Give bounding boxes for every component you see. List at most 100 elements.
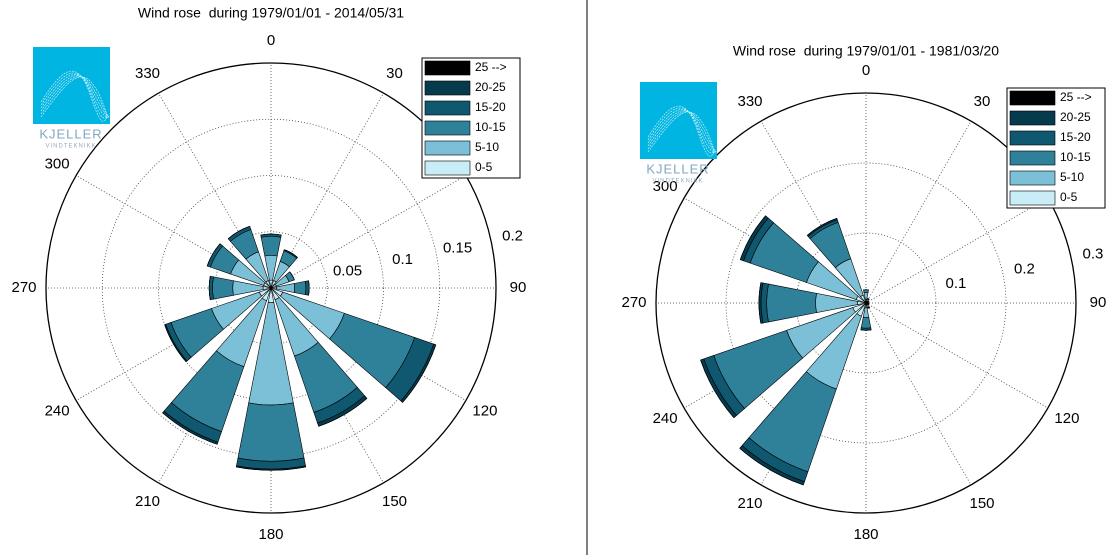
angle-label: 150	[969, 495, 994, 512]
wedge	[237, 402, 305, 462]
spoke	[760, 120, 867, 304]
logo-curve	[647, 111, 717, 153]
outer-circle	[45, 62, 497, 514]
angle-label: 240	[45, 402, 70, 419]
wedge	[206, 243, 221, 267]
legend-label: 5-10	[1060, 170, 1084, 184]
wedge	[236, 466, 306, 471]
wedge	[860, 317, 872, 329]
logo-curve	[647, 111, 717, 153]
spoke	[865, 302, 972, 486]
spoke	[270, 175, 467, 289]
wedge	[212, 276, 234, 300]
r-tick-label: 0.3	[1083, 246, 1104, 263]
angle-label: 150	[382, 493, 407, 510]
logo-square	[640, 82, 717, 159]
angle-label: 300	[45, 155, 70, 172]
legend-swatch	[1009, 90, 1056, 106]
r-tick-label: 0.05	[333, 263, 362, 280]
legend-label: 10-15	[1060, 150, 1091, 164]
logo-name: KJELLER	[646, 161, 709, 176]
angle-label: 120	[472, 402, 497, 419]
logo-curve	[40, 74, 110, 118]
r-tick-label: 0.1	[392, 251, 413, 268]
logo-curve	[40, 76, 110, 118]
r-tick-label: 0.2	[1014, 260, 1035, 277]
legend-label: 0-5	[475, 160, 493, 174]
angle-label: 330	[135, 65, 160, 82]
legend-label: 15-20	[1060, 130, 1091, 144]
chart-title: Wind rose during 1979/01/01 - 1981/03/20	[733, 43, 999, 59]
angle-label: 210	[737, 495, 762, 512]
legend-label: 0-5	[1060, 190, 1078, 204]
angle-label: 270	[621, 294, 646, 311]
spoke	[865, 197, 1049, 304]
angle-label: 270	[11, 279, 36, 296]
legend-box	[1006, 87, 1106, 209]
spoke	[865, 120, 972, 304]
wedge	[308, 280, 310, 296]
angle-label: 120	[1054, 410, 1079, 427]
legend-swatch	[1009, 190, 1056, 206]
legend-swatch	[424, 100, 471, 116]
angle-label: 30	[974, 93, 991, 110]
r-tick-label: 0.1	[946, 275, 967, 292]
logo-curve	[40, 72, 110, 119]
logo-curve	[647, 107, 717, 154]
ring	[214, 231, 328, 345]
wedge	[284, 249, 298, 258]
wedge	[807, 217, 837, 236]
logo-sub: VINDTEKNIKK	[652, 179, 703, 185]
logo-sub: VINDTEKNIKK	[45, 144, 96, 150]
legend-swatch	[424, 140, 471, 156]
angle-label: 90	[510, 279, 527, 296]
angle-label: 210	[135, 493, 160, 510]
angle-label: 300	[653, 178, 678, 195]
logo-curve	[40, 75, 110, 118]
wedge	[289, 271, 295, 281]
wedge	[863, 289, 869, 294]
wedge	[739, 448, 804, 486]
legend-label: 25 -->	[1060, 90, 1092, 104]
wedge	[766, 283, 817, 323]
legend-swatch	[424, 80, 471, 96]
legend-swatch	[1009, 150, 1056, 166]
legend-label: 15-20	[475, 100, 506, 114]
legend-label: 25 -->	[475, 60, 507, 74]
outer-circle	[655, 92, 1077, 514]
legend-label: 20-25	[475, 80, 506, 94]
angle-label: 90	[1090, 294, 1107, 311]
legend-label: 5-10	[475, 140, 499, 154]
legend-swatch	[1009, 130, 1056, 146]
angle-label: 30	[386, 65, 403, 82]
spoke	[865, 302, 1049, 409]
logo-curve	[647, 105, 717, 157]
angle-label: 180	[853, 526, 878, 543]
legend-swatch	[424, 60, 471, 76]
ring	[158, 175, 384, 401]
logo-square	[33, 47, 110, 124]
angle-label: 0	[267, 32, 275, 49]
legend-label: 10-15	[475, 120, 506, 134]
legend-swatch	[1009, 170, 1056, 186]
wedge	[208, 276, 211, 300]
legend-swatch	[424, 120, 471, 136]
wedge	[293, 280, 307, 296]
wedge	[260, 235, 282, 257]
r-tick-label: 0.2	[502, 228, 523, 245]
logo-curve	[647, 110, 717, 153]
ring	[725, 162, 1007, 444]
wedge	[867, 300, 869, 303]
logo-name: KJELLER	[39, 126, 102, 141]
angle-label: 180	[258, 526, 283, 543]
angle-label: 330	[737, 93, 762, 110]
logo-curve	[647, 109, 717, 153]
angle-label: 240	[653, 410, 678, 427]
legend-swatch	[1009, 110, 1056, 126]
wedge	[860, 329, 872, 331]
r-tick-label: 0.15	[443, 239, 472, 256]
legend-label: 20-25	[1060, 110, 1091, 124]
angle-label: 0	[862, 62, 870, 79]
legend-swatch	[424, 160, 471, 176]
